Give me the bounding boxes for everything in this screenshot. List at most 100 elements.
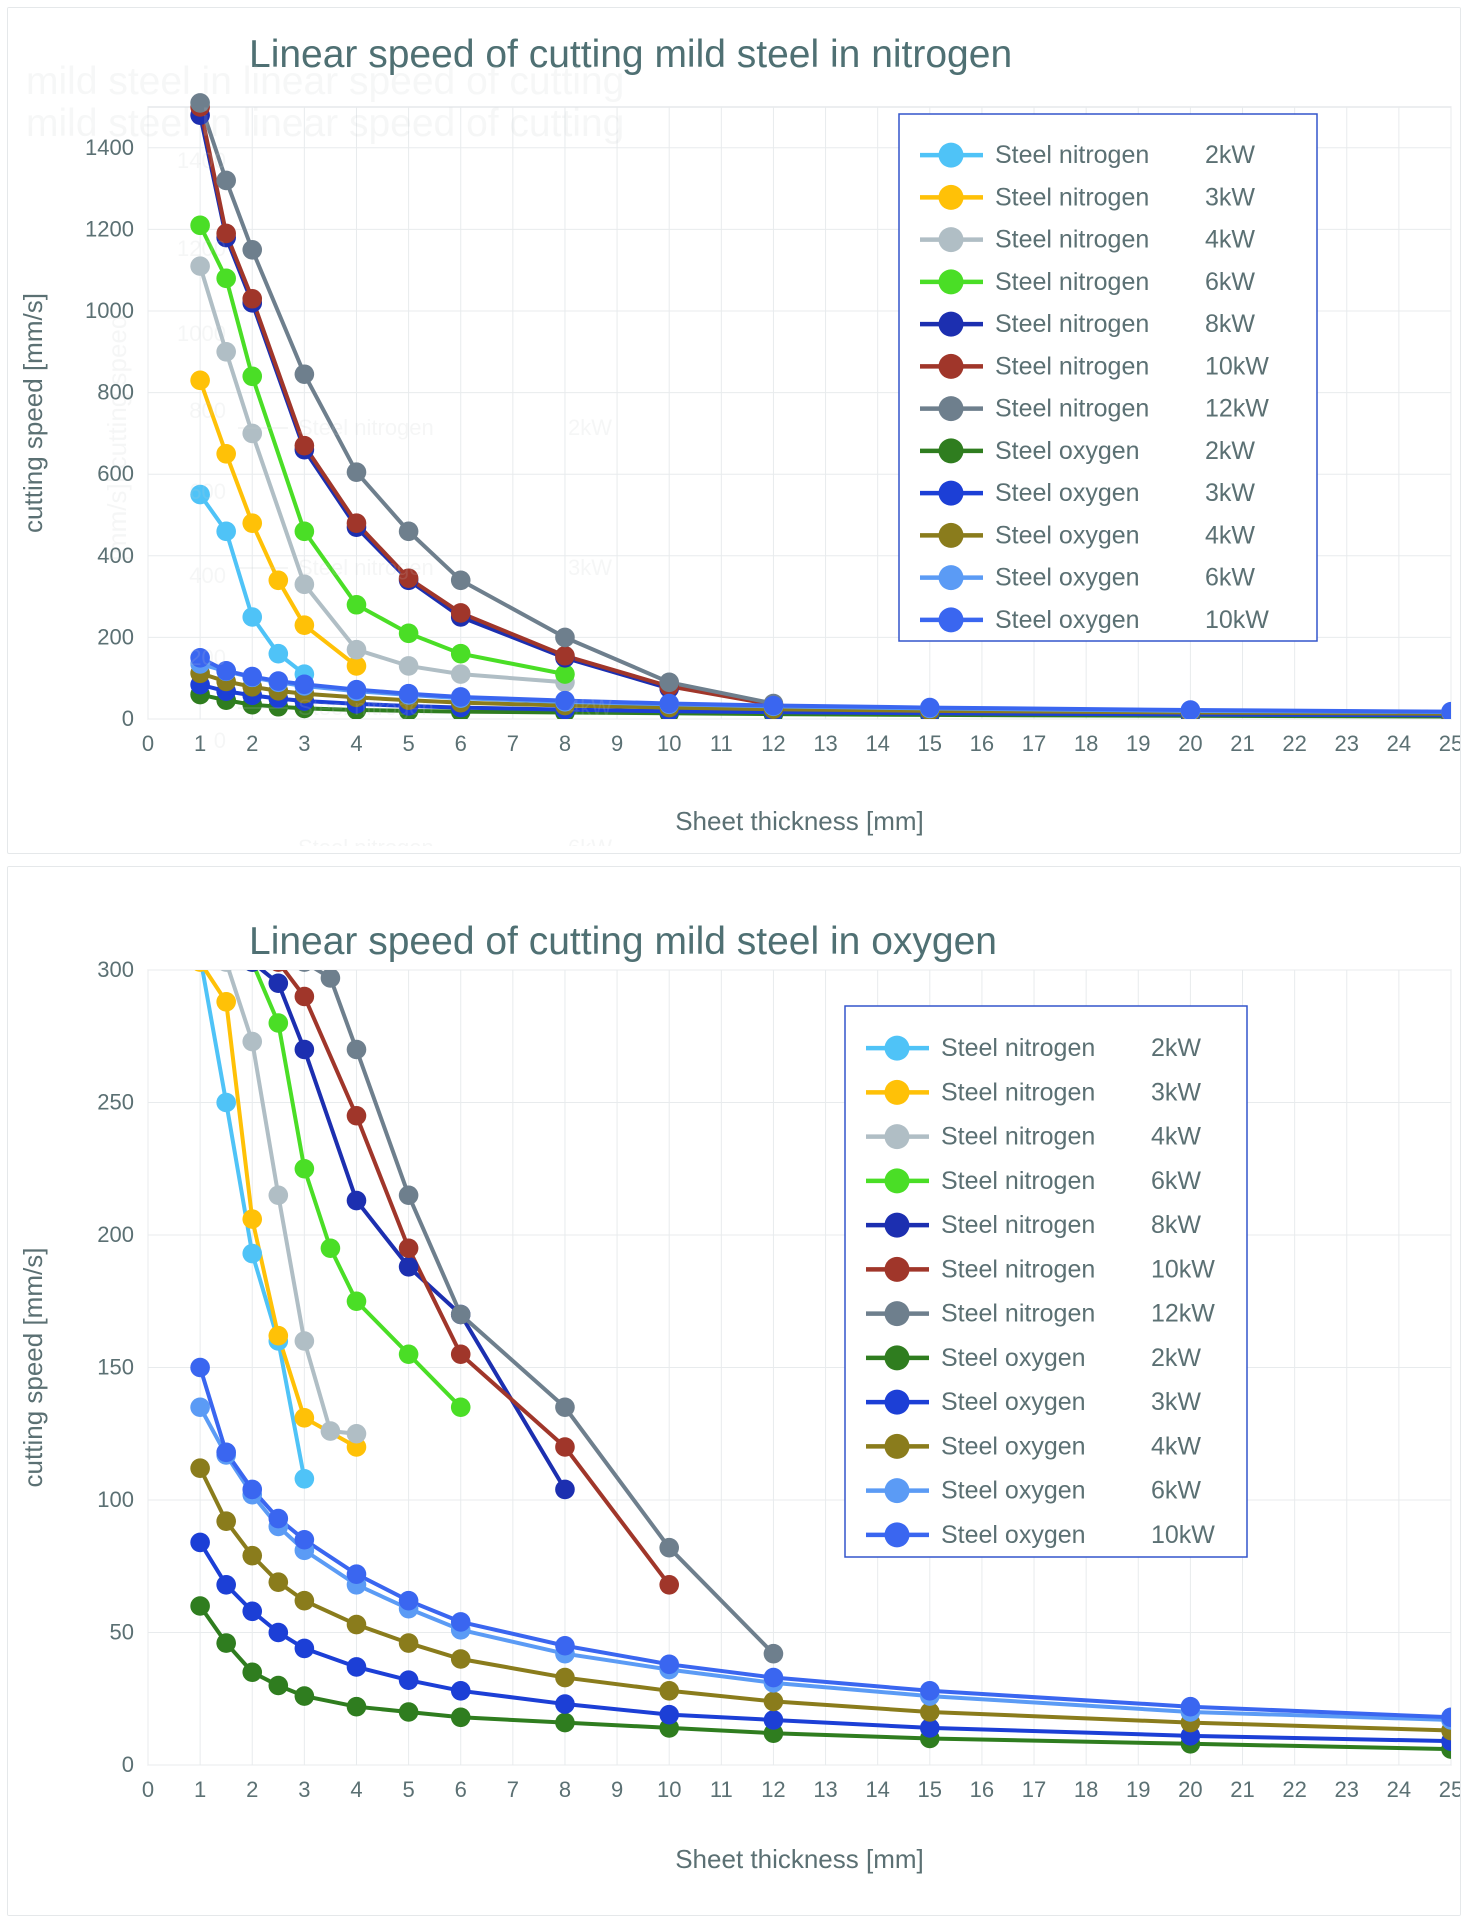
svg-text:Steel nitrogen: Steel nitrogen bbox=[995, 395, 1149, 423]
svg-text:18: 18 bbox=[1074, 1777, 1098, 1802]
svg-text:6kW: 6kW bbox=[1151, 1167, 1201, 1195]
svg-text:3kW: 3kW bbox=[1151, 1388, 1201, 1416]
svg-text:24: 24 bbox=[1387, 731, 1411, 756]
svg-text:Steel nitrogen: Steel nitrogen bbox=[995, 226, 1149, 254]
svg-text:Linear speed of cutting mild s: Linear speed of cutting mild steel in ox… bbox=[249, 920, 997, 963]
svg-text:24: 24 bbox=[1387, 1777, 1411, 1802]
svg-text:8: 8 bbox=[559, 1777, 571, 1802]
svg-text:Steel nitrogen: Steel nitrogen bbox=[995, 268, 1149, 296]
svg-text:12: 12 bbox=[761, 1777, 785, 1802]
svg-text:6kW: 6kW bbox=[1151, 1477, 1201, 1505]
svg-text:4kW: 4kW bbox=[1151, 1123, 1201, 1151]
svg-text:200: 200 bbox=[97, 1222, 134, 1247]
svg-text:150: 150 bbox=[97, 1355, 134, 1380]
svg-text:2kW: 2kW bbox=[1151, 1344, 1201, 1372]
svg-text:22: 22 bbox=[1282, 1777, 1306, 1802]
svg-text:17: 17 bbox=[1022, 731, 1046, 756]
svg-text:10kW: 10kW bbox=[1151, 1521, 1215, 1549]
svg-text:21: 21 bbox=[1230, 1777, 1254, 1802]
svg-text:16: 16 bbox=[970, 1777, 994, 1802]
svg-text:3: 3 bbox=[298, 1777, 310, 1802]
svg-text:10: 10 bbox=[657, 1777, 681, 1802]
svg-text:17: 17 bbox=[1022, 1777, 1046, 1802]
svg-text:4kW: 4kW bbox=[1205, 226, 1255, 254]
svg-text:Steel nitrogen: Steel nitrogen bbox=[941, 1167, 1095, 1195]
svg-text:5: 5 bbox=[402, 731, 414, 756]
svg-text:0: 0 bbox=[142, 1777, 154, 1802]
svg-text:800: 800 bbox=[97, 380, 134, 405]
svg-text:Steel nitrogen: Steel nitrogen bbox=[995, 141, 1149, 169]
svg-text:Steel nitrogen: Steel nitrogen bbox=[995, 183, 1149, 211]
svg-text:14: 14 bbox=[865, 1777, 889, 1802]
svg-text:300: 300 bbox=[97, 957, 134, 982]
svg-text:2kW: 2kW bbox=[1151, 1034, 1201, 1062]
svg-text:0: 0 bbox=[142, 731, 154, 756]
svg-text:7: 7 bbox=[507, 731, 519, 756]
svg-text:Steel oxygen: Steel oxygen bbox=[941, 1344, 1086, 1372]
svg-text:12kW: 12kW bbox=[1151, 1300, 1215, 1328]
svg-text:Steel nitrogen: Steel nitrogen bbox=[941, 1034, 1095, 1062]
svg-text:Steel nitrogen: Steel nitrogen bbox=[941, 1300, 1095, 1328]
svg-text:Sheet thickness [mm]: Sheet thickness [mm] bbox=[675, 806, 924, 836]
svg-text:50: 50 bbox=[110, 1620, 134, 1645]
svg-text:2kW: 2kW bbox=[1205, 437, 1255, 465]
svg-text:Steel nitrogen: Steel nitrogen bbox=[995, 352, 1149, 380]
svg-text:Steel nitrogen: Steel nitrogen bbox=[941, 1078, 1095, 1106]
svg-text:Steel oxygen: Steel oxygen bbox=[941, 1388, 1086, 1416]
svg-text:6kW: 6kW bbox=[1205, 564, 1255, 592]
svg-text:2kW: 2kW bbox=[1205, 141, 1255, 169]
svg-text:7: 7 bbox=[507, 1777, 519, 1802]
svg-text:5: 5 bbox=[402, 1777, 414, 1802]
svg-text:Steel oxygen: Steel oxygen bbox=[995, 564, 1140, 592]
svg-text:23: 23 bbox=[1335, 731, 1359, 756]
svg-text:11: 11 bbox=[710, 1777, 733, 1802]
svg-text:3: 3 bbox=[298, 731, 310, 756]
svg-text:Steel nitrogen: Steel nitrogen bbox=[941, 1211, 1095, 1239]
svg-text:3kW: 3kW bbox=[1151, 1078, 1201, 1106]
svg-text:cutting speed [mm/s]: cutting speed [mm/s] bbox=[18, 293, 48, 533]
svg-text:25: 25 bbox=[1439, 731, 1460, 756]
svg-text:18: 18 bbox=[1074, 731, 1098, 756]
svg-text:12: 12 bbox=[761, 731, 785, 756]
svg-text:600: 600 bbox=[97, 461, 134, 486]
svg-text:0: 0 bbox=[122, 706, 134, 731]
svg-text:15: 15 bbox=[918, 731, 942, 756]
svg-text:6: 6 bbox=[455, 731, 467, 756]
svg-text:21: 21 bbox=[1230, 731, 1254, 756]
svg-text:Steel oxygen: Steel oxygen bbox=[995, 606, 1140, 634]
svg-text:1200: 1200 bbox=[85, 216, 134, 241]
svg-text:25: 25 bbox=[1439, 1777, 1460, 1802]
svg-text:4kW: 4kW bbox=[1151, 1432, 1201, 1460]
svg-text:6kW: 6kW bbox=[1205, 268, 1255, 296]
svg-text:Steel nitrogen: Steel nitrogen bbox=[941, 1255, 1095, 1283]
svg-text:Steel oxygen: Steel oxygen bbox=[995, 437, 1140, 465]
svg-text:1400: 1400 bbox=[85, 135, 134, 160]
svg-text:10: 10 bbox=[657, 731, 681, 756]
svg-text:11: 11 bbox=[710, 731, 733, 756]
svg-text:200: 200 bbox=[97, 624, 134, 649]
svg-text:8kW: 8kW bbox=[1205, 310, 1255, 338]
svg-text:22: 22 bbox=[1282, 731, 1306, 756]
svg-text:400: 400 bbox=[97, 543, 134, 568]
svg-text:4kW: 4kW bbox=[1205, 521, 1255, 549]
svg-text:2: 2 bbox=[246, 731, 258, 756]
svg-text:cutting speed [mm/s]: cutting speed [mm/s] bbox=[18, 1248, 48, 1488]
svg-text:9: 9 bbox=[611, 1777, 623, 1802]
svg-text:19: 19 bbox=[1126, 731, 1150, 756]
svg-text:Steel nitrogen: Steel nitrogen bbox=[995, 310, 1149, 338]
svg-text:Steel oxygen: Steel oxygen bbox=[941, 1521, 1086, 1549]
svg-text:3kW: 3kW bbox=[1205, 479, 1255, 507]
svg-text:20: 20 bbox=[1178, 1777, 1202, 1802]
svg-text:Steel nitrogen: Steel nitrogen bbox=[941, 1123, 1095, 1151]
svg-text:250: 250 bbox=[97, 1090, 134, 1115]
svg-text:23: 23 bbox=[1335, 1777, 1359, 1802]
svg-text:3kW: 3kW bbox=[1205, 183, 1255, 211]
svg-text:2: 2 bbox=[246, 1777, 258, 1802]
svg-text:10kW: 10kW bbox=[1205, 352, 1269, 380]
svg-text:Steel oxygen: Steel oxygen bbox=[941, 1432, 1086, 1460]
svg-text:Steel oxygen: Steel oxygen bbox=[941, 1477, 1086, 1505]
svg-text:0: 0 bbox=[122, 1752, 134, 1777]
svg-text:Steel oxygen: Steel oxygen bbox=[995, 479, 1140, 507]
svg-text:10kW: 10kW bbox=[1205, 606, 1269, 634]
svg-text:13: 13 bbox=[813, 1777, 837, 1802]
